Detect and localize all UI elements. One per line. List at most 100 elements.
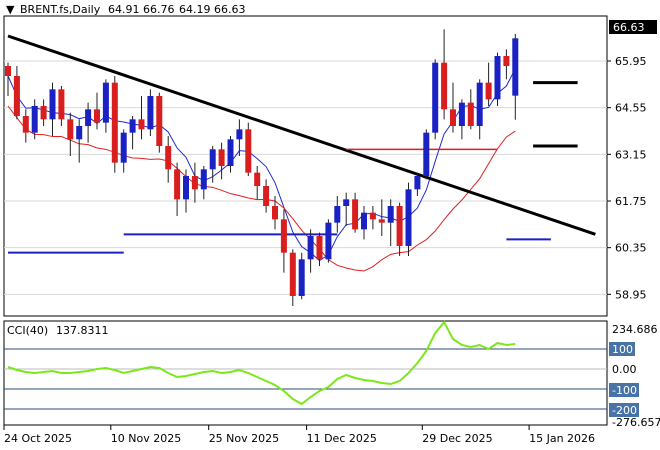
candle-body	[49, 89, 56, 120]
candle-body	[85, 109, 92, 126]
candle-body	[387, 206, 394, 223]
candle-body	[414, 176, 421, 190]
last-price-badge	[609, 20, 657, 34]
last-price-label: 66.63	[613, 21, 645, 34]
candle-body	[325, 222, 332, 260]
candle-body	[334, 206, 341, 223]
price-tick-label: 64.55	[615, 102, 647, 115]
candle-body	[13, 76, 20, 116]
candle-body	[165, 146, 172, 170]
candle-body	[272, 206, 278, 220]
x-tick-label: 25 Nov 2025	[209, 432, 279, 445]
candle-body	[298, 259, 305, 296]
candle-body	[254, 172, 261, 186]
candle-body	[67, 119, 74, 140]
candle-body	[209, 149, 216, 170]
candles	[5, 29, 519, 306]
candle-body	[174, 169, 181, 200]
price-tick-label: 60.35	[615, 242, 647, 255]
candle-body	[227, 139, 234, 166]
candle-body	[361, 212, 367, 230]
ohlc-open: 64.91	[108, 3, 140, 16]
candle-body	[450, 109, 456, 126]
candle-body	[441, 62, 448, 110]
ohlc-low: 64.19	[179, 3, 211, 16]
price-grid	[4, 60, 607, 295]
x-tick-label: 15 Jan 2026	[529, 432, 595, 445]
price-tick-label: 58.95	[615, 288, 647, 301]
cci-level-minus200-badge	[609, 403, 639, 417]
candle-body	[476, 82, 483, 126]
candle-body	[245, 129, 252, 173]
cci-level-100: 100	[612, 343, 633, 356]
cci-level-100-badge	[609, 342, 635, 356]
candle-body	[289, 252, 296, 296]
cci-title: CCI(40)	[7, 324, 48, 337]
candle-body	[129, 119, 136, 133]
candle-body	[183, 176, 189, 200]
candle-body	[307, 236, 314, 260]
cci-top-label: 234.686	[612, 323, 658, 336]
candle-body	[22, 116, 29, 133]
candle-body	[138, 119, 145, 130]
candle-body	[76, 126, 83, 140]
x-tick-label: 29 Dec 2025	[422, 432, 492, 445]
cci-value: 137.8311	[56, 324, 109, 337]
candle-body	[343, 199, 350, 206]
candle-body	[503, 56, 510, 66]
candle-body	[378, 219, 385, 223]
candle-body	[200, 169, 207, 190]
candle-body	[5, 66, 11, 76]
indicator-panel-frame	[3, 320, 608, 426]
cci-line	[7, 320, 516, 406]
candle-body	[120, 132, 127, 163]
cci-top-badge	[609, 322, 659, 336]
candle-body	[458, 102, 465, 126]
candle-body	[94, 109, 100, 123]
chart-symbol: BRENT.fs,Daily	[20, 3, 101, 16]
price-panel-frame	[3, 15, 608, 317]
x-tick-label: 11 Dec 2025	[307, 432, 377, 445]
candle-body	[236, 129, 243, 140]
candle-body	[31, 106, 38, 133]
candle-body	[58, 89, 65, 120]
cci-level-minus100-badge	[609, 383, 639, 397]
x-axis: 24 Oct 2025 10 Nov 2025 25 Nov 2025 11 Dec …	[3, 425, 595, 445]
cci-bottom-label: -276.657	[612, 416, 660, 429]
fast-moving-average	[7, 68, 516, 262]
candle-body	[369, 212, 376, 220]
candle-body	[396, 206, 403, 246]
candle-body	[494, 56, 501, 100]
chart-symbol-arrow: ▼	[6, 3, 15, 16]
price-tick-label: 65.95	[615, 55, 647, 68]
cci-level-0: 0.00	[612, 363, 637, 376]
candle-body	[316, 236, 323, 260]
candle-body	[263, 186, 270, 206]
price-tick-label: 63.15	[615, 148, 647, 161]
cci-level-minus200: -200	[612, 404, 637, 417]
ohlc-close: 66.63	[214, 3, 246, 16]
price-axis: 65.95 64.55 63.15 61.75 60.35 58.95	[607, 55, 647, 301]
x-tick-label: 24 Oct 2025	[4, 432, 72, 445]
price-tick-label: 61.75	[615, 195, 647, 208]
candle-body	[423, 132, 430, 176]
candle-body	[280, 219, 287, 253]
candle-body	[467, 102, 474, 126]
trendline	[7, 34, 596, 236]
candle-body	[40, 106, 47, 120]
overlay-lines	[7, 34, 596, 272]
candle-body	[405, 189, 412, 246]
candle-body	[102, 82, 109, 123]
ohlc-high: 66.76	[143, 3, 175, 16]
candle-body	[512, 38, 519, 96]
candle-body	[147, 96, 154, 130]
candle-body	[156, 96, 163, 146]
candle-body	[352, 199, 359, 230]
cci-level-minus100: -100	[612, 384, 637, 397]
candle-body	[432, 62, 439, 133]
candle-body	[218, 149, 225, 166]
candle-body	[485, 82, 492, 100]
slow-moving-average	[7, 105, 516, 272]
x-tick-label: 10 Nov 2025	[111, 432, 181, 445]
